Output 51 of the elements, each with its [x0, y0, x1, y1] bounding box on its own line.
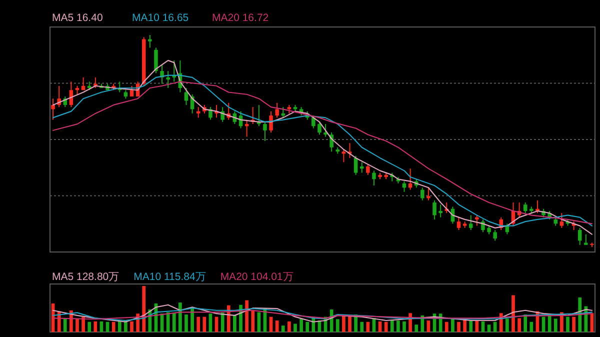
bar — [554, 318, 558, 332]
bar — [348, 315, 352, 332]
bar — [426, 320, 430, 332]
bar — [524, 314, 528, 332]
text: MA20 16.72 — [212, 12, 269, 24]
bar — [336, 319, 340, 332]
text: MA5 16.40 — [52, 12, 103, 24]
bar — [457, 322, 460, 332]
text: MA5 128.80万 — [52, 271, 120, 283]
bar — [512, 295, 515, 332]
bar — [572, 316, 576, 332]
bar — [414, 324, 418, 332]
bar — [506, 318, 509, 332]
bar — [281, 326, 285, 332]
bar — [196, 316, 200, 332]
bar — [178, 302, 182, 332]
bar — [300, 318, 303, 332]
bar — [251, 310, 255, 332]
bar — [208, 314, 212, 332]
bar — [245, 300, 248, 332]
text: MA10 16.65 — [132, 12, 189, 24]
bar — [342, 316, 346, 332]
bar — [402, 321, 406, 332]
bar — [518, 318, 521, 332]
bar — [257, 312, 261, 332]
bar — [118, 321, 122, 332]
bar — [288, 321, 291, 332]
bar — [88, 322, 92, 332]
bar — [469, 320, 473, 332]
bar — [306, 322, 310, 332]
bar — [566, 316, 570, 332]
text: MA10 115.84万 — [134, 271, 206, 283]
bar — [294, 324, 297, 332]
bar — [578, 298, 582, 332]
bar — [130, 321, 134, 332]
text: MA20 104.01万 — [220, 271, 294, 283]
bar — [172, 312, 176, 332]
bar — [444, 322, 448, 332]
bar — [233, 315, 236, 332]
bar — [184, 314, 188, 332]
bar — [451, 318, 454, 332]
bar — [82, 316, 85, 332]
bar — [275, 320, 279, 332]
bar — [360, 322, 364, 332]
bar — [190, 308, 194, 332]
bar — [390, 320, 394, 332]
bar — [142, 286, 146, 332]
bar — [396, 320, 400, 332]
bar — [487, 324, 491, 332]
bar — [63, 318, 67, 332]
bar — [76, 318, 79, 332]
